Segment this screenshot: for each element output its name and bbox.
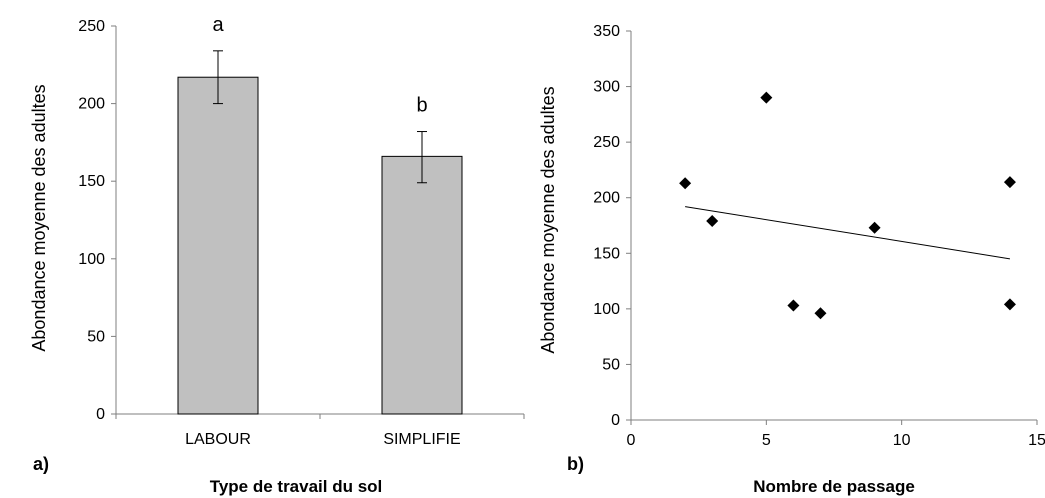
scatter-point — [787, 299, 800, 312]
bar-chart-y-ticks: 0 50 100 150 200 250 — [78, 18, 116, 423]
scatter-chart-y-tick-label: 350 — [593, 23, 620, 40]
scatter-chart-y-tick-label: 250 — [593, 134, 620, 151]
bar-chart-y-tick-label: 50 — [87, 328, 105, 345]
scatter-point — [868, 221, 881, 234]
scatter-point — [1003, 298, 1016, 311]
bar-chart-y-tick-label: 100 — [78, 251, 105, 268]
bar-chart-y-tick-label: 250 — [78, 18, 105, 35]
scatter-chart-x-tick-label: 0 — [627, 432, 636, 449]
scatter-point — [706, 215, 719, 228]
scatter-point — [679, 177, 692, 190]
scatter-point — [1003, 176, 1016, 189]
scatter-chart-y-axis-title: Abondance moyenne des adultes — [538, 86, 558, 353]
significance-letter: a — [212, 14, 224, 36]
bar-chart-y-axis-title: Abondance moyenne des adultes — [29, 84, 49, 351]
scatter-chart-panel: 0 50 100 150 200 250 300 350 0 5 10 15 Abondance m… — [538, 23, 1045, 496]
bar-chart-y-tick-label: 150 — [78, 173, 105, 190]
bar-chart-panel-label: a) — [33, 454, 49, 474]
scatter-chart-x-tick-label: 15 — [1028, 432, 1045, 449]
bar-chart-y-tick-label: 0 — [96, 406, 105, 423]
bar-chart-x-axis-title: Type de travail du sol — [210, 477, 383, 496]
scatter-chart-x-tick-label: 5 — [762, 432, 771, 449]
bar-chart-category-label: SIMPLIFIE — [383, 431, 460, 448]
scatter-chart-y-tick-label: 0 — [611, 412, 620, 429]
scatter-chart-y-tick-label: 100 — [593, 301, 620, 318]
bar-chart-y-tick-label: 200 — [78, 96, 105, 113]
scatter-point — [814, 307, 827, 320]
error-bar — [417, 131, 427, 184]
scatter-chart-x-tick-label: 10 — [893, 432, 911, 449]
scatter-chart-trendline-group — [685, 206, 1011, 260]
scatter-chart-y-ticks: 0 50 100 150 200 250 300 350 — [593, 23, 631, 429]
scatter-chart-y-tick-label: 200 — [593, 190, 620, 207]
scatter-point — [760, 91, 773, 104]
bar-labour — [177, 76, 259, 415]
scatter-chart-y-tick-label: 50 — [602, 356, 620, 373]
scatter-chart-x-axis-title: Nombre de passage — [753, 477, 915, 496]
bar-chart-x-ticks: LABOUR SIMPLIFIE — [115, 414, 525, 448]
scatter-chart-points — [679, 91, 1016, 320]
significance-letter: b — [416, 95, 427, 117]
bar-chart-category-label: LABOUR — [185, 431, 251, 448]
scatter-chart-y-tick-label: 150 — [593, 245, 620, 262]
scatter-chart-trendline — [685, 206, 1011, 260]
bar-chart-bars: ab — [177, 14, 463, 415]
scatter-chart-y-tick-label: 300 — [593, 79, 620, 96]
scatter-chart-x-ticks: 0 5 10 15 — [627, 420, 1045, 449]
bar-simplifie — [381, 155, 463, 415]
scatter-chart-panel-label: b) — [567, 454, 584, 474]
error-bar — [213, 50, 223, 105]
